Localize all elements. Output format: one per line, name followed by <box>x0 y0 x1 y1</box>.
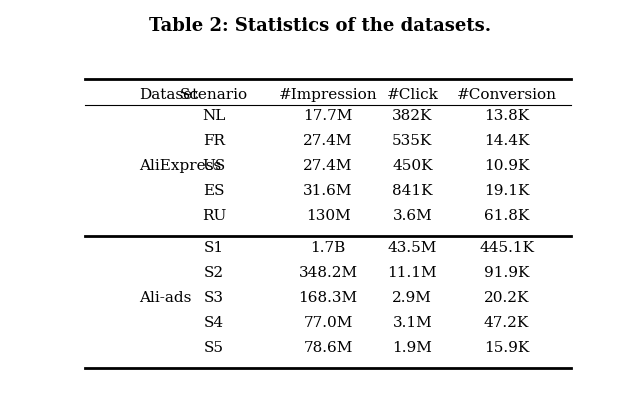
Text: S2: S2 <box>204 266 224 280</box>
Text: S3: S3 <box>204 292 224 305</box>
Text: 20.2K: 20.2K <box>484 292 529 305</box>
Text: 14.4K: 14.4K <box>484 134 529 148</box>
Text: 348.2M: 348.2M <box>298 266 358 280</box>
Text: S4: S4 <box>204 316 224 330</box>
Text: Table 2: Statistics of the datasets.: Table 2: Statistics of the datasets. <box>149 17 491 35</box>
Text: 61.8K: 61.8K <box>484 209 529 223</box>
Text: 47.2K: 47.2K <box>484 316 529 330</box>
Text: 1.7B: 1.7B <box>310 241 346 256</box>
Text: RU: RU <box>202 209 226 223</box>
Text: 19.1K: 19.1K <box>484 184 529 198</box>
Text: AliExpress: AliExpress <box>140 159 221 173</box>
Text: 2.9M: 2.9M <box>392 292 432 305</box>
Text: Scenario: Scenario <box>180 88 248 102</box>
Text: 382K: 382K <box>392 109 433 123</box>
Text: 3.1M: 3.1M <box>392 316 432 330</box>
Text: 535K: 535K <box>392 134 433 148</box>
Text: S5: S5 <box>204 341 224 355</box>
Text: US: US <box>202 159 225 173</box>
Text: 450K: 450K <box>392 159 433 173</box>
Text: 130M: 130M <box>306 209 350 223</box>
Text: 445.1K: 445.1K <box>479 241 534 256</box>
Text: FR: FR <box>203 134 225 148</box>
Text: 11.1M: 11.1M <box>387 266 437 280</box>
Text: 3.6M: 3.6M <box>392 209 432 223</box>
Text: 841K: 841K <box>392 184 433 198</box>
Text: 10.9K: 10.9K <box>484 159 529 173</box>
Text: NL: NL <box>202 109 226 123</box>
Text: 27.4M: 27.4M <box>303 134 353 148</box>
Text: #Impression: #Impression <box>278 88 378 102</box>
Text: ES: ES <box>203 184 225 198</box>
Text: 15.9K: 15.9K <box>484 341 529 355</box>
Text: 78.6M: 78.6M <box>303 341 353 355</box>
Text: S1: S1 <box>204 241 224 256</box>
Text: 91.9K: 91.9K <box>484 266 529 280</box>
Text: 77.0M: 77.0M <box>303 316 353 330</box>
Text: Dataset: Dataset <box>140 88 199 102</box>
Text: #Conversion: #Conversion <box>456 88 557 102</box>
Text: 168.3M: 168.3M <box>298 292 358 305</box>
Text: #Click: #Click <box>387 88 438 102</box>
Text: 27.4M: 27.4M <box>303 159 353 173</box>
Text: 1.9M: 1.9M <box>392 341 432 355</box>
Text: Ali-ads: Ali-ads <box>140 292 192 305</box>
Text: 31.6M: 31.6M <box>303 184 353 198</box>
Text: 13.8K: 13.8K <box>484 109 529 123</box>
Text: 43.5M: 43.5M <box>388 241 437 256</box>
Text: 17.7M: 17.7M <box>303 109 353 123</box>
